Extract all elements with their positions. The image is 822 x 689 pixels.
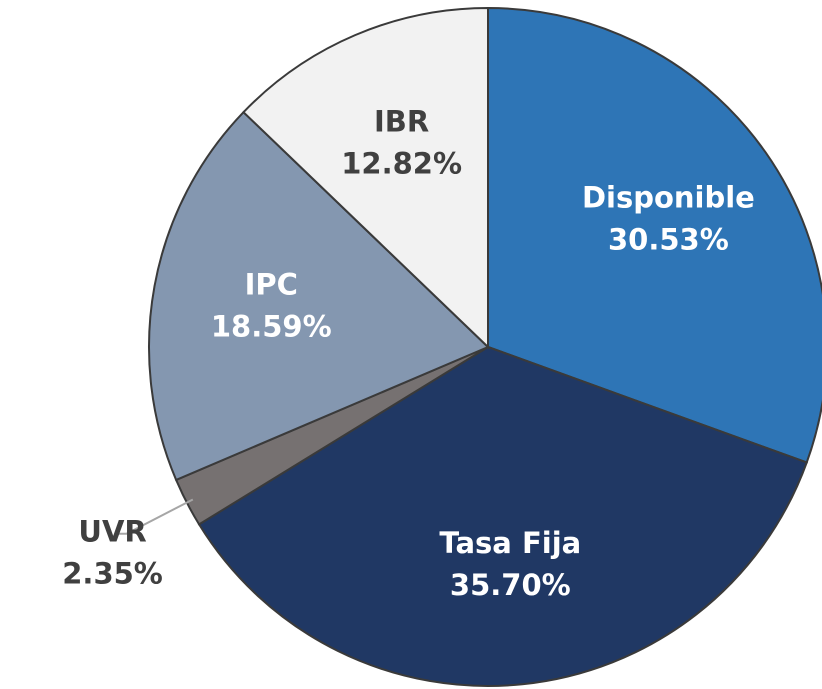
slice-value-label: 2.35%: [62, 557, 163, 591]
slice-value-label: 30.53%: [608, 222, 729, 256]
leader-line: [114, 498, 194, 535]
slice-category-label: IBR: [374, 104, 429, 138]
pie-slice: [242, 6, 489, 350]
slice-category-label: UVR: [78, 515, 146, 549]
slice-category-label: Tasa Fija: [439, 526, 581, 560]
slice-category-label: IPC: [245, 267, 298, 301]
pie-slice: [487, 6, 822, 464]
slice-value-label: 35.70%: [450, 568, 571, 602]
slice-value-label: 18.59%: [211, 309, 332, 343]
pie-slice: [148, 110, 490, 482]
slice-category-label: Disponible: [582, 180, 755, 214]
slice-value-label: 12.82%: [341, 146, 462, 180]
